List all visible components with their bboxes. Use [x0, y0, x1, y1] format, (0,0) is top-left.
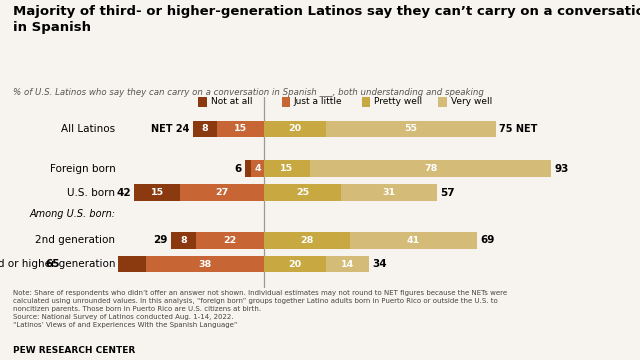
Bar: [264, 121, 326, 138]
Bar: [63, 256, 146, 273]
Bar: [326, 256, 369, 273]
Bar: [341, 184, 436, 201]
Text: 41: 41: [407, 236, 420, 245]
Bar: [264, 161, 310, 177]
Text: 14: 14: [340, 260, 354, 269]
Bar: [193, 121, 218, 138]
Bar: [310, 161, 551, 177]
Text: 15: 15: [234, 125, 247, 134]
Bar: [252, 161, 264, 177]
Text: Among U.S. born:: Among U.S. born:: [29, 210, 115, 220]
Text: 27: 27: [215, 188, 228, 197]
Bar: [264, 256, 326, 273]
Text: 34: 34: [372, 259, 387, 269]
Bar: [245, 161, 252, 177]
Text: Pretty well: Pretty well: [374, 97, 422, 107]
Bar: [171, 232, 196, 249]
Text: 15: 15: [280, 164, 293, 173]
Bar: [196, 232, 264, 249]
Bar: [180, 184, 264, 201]
Text: 20: 20: [288, 125, 301, 134]
Bar: [134, 184, 180, 201]
Text: Very well: Very well: [451, 97, 492, 107]
Text: 55: 55: [404, 125, 417, 134]
Bar: [350, 232, 477, 249]
Text: 38: 38: [198, 260, 212, 269]
Text: Note: Share of respondents who didn’t offer an answer not shown. Individual esti: Note: Share of respondents who didn’t of…: [13, 290, 507, 328]
Text: U.S. born: U.S. born: [67, 188, 115, 198]
Bar: [218, 121, 264, 138]
Text: 57: 57: [440, 188, 454, 198]
Text: PEW RESEARCH CENTER: PEW RESEARCH CENTER: [13, 346, 135, 355]
Text: 3rd or higher generation: 3rd or higher generation: [0, 259, 115, 269]
Text: 42: 42: [116, 188, 131, 198]
Text: Majority of third- or higher-generation Latinos say they can’t carry on a conver: Majority of third- or higher-generation …: [13, 5, 640, 35]
Text: 69: 69: [480, 235, 495, 245]
Text: 28: 28: [300, 236, 314, 245]
Text: 29: 29: [154, 235, 168, 245]
Text: 65: 65: [45, 259, 60, 269]
Text: 27: 27: [98, 260, 111, 269]
Text: 8: 8: [202, 125, 209, 134]
Bar: [264, 232, 350, 249]
Text: 8: 8: [180, 236, 187, 245]
Text: 20: 20: [288, 260, 301, 269]
Text: 93: 93: [554, 164, 568, 174]
Text: Just a little: Just a little: [294, 97, 342, 107]
Bar: [264, 184, 341, 201]
Bar: [326, 121, 495, 138]
Text: 78: 78: [424, 164, 437, 173]
Text: 6: 6: [235, 164, 242, 174]
Text: 4: 4: [254, 164, 261, 173]
Text: % of U.S. Latinos who say they can carry on a conversation in Spanish ___, both : % of U.S. Latinos who say they can carry…: [13, 88, 484, 97]
Text: Not at all: Not at all: [211, 97, 252, 107]
Text: Foreign born: Foreign born: [49, 164, 115, 174]
Text: All Latinos: All Latinos: [61, 124, 115, 134]
Text: 2nd generation: 2nd generation: [35, 235, 115, 245]
Text: 22: 22: [223, 236, 236, 245]
Bar: [146, 256, 264, 273]
Text: NET 24: NET 24: [151, 124, 189, 134]
Text: 15: 15: [150, 188, 164, 197]
Text: 75 NET: 75 NET: [499, 124, 537, 134]
Text: 25: 25: [296, 188, 309, 197]
Text: 31: 31: [382, 188, 396, 197]
